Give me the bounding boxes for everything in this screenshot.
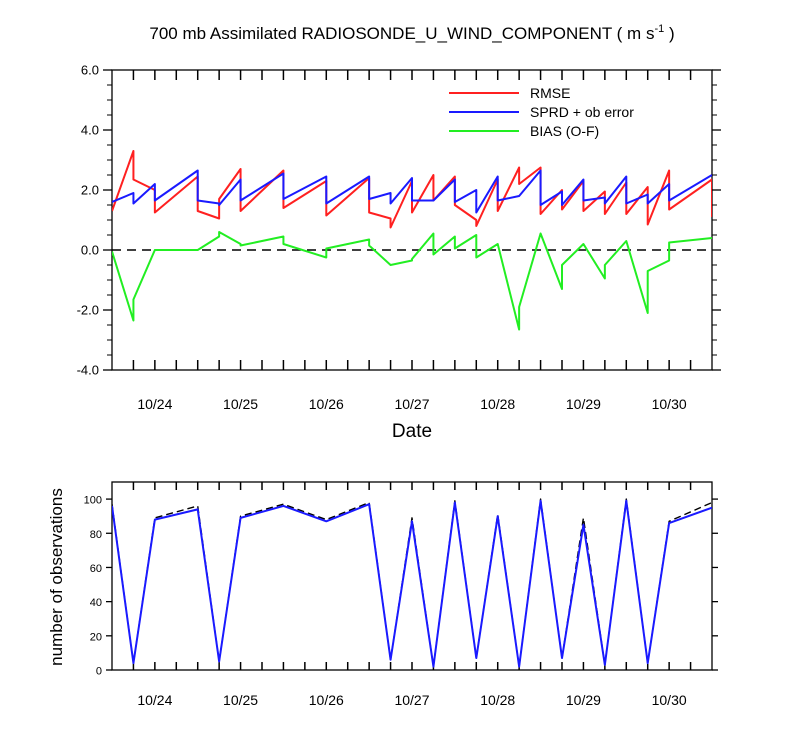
y-tick-label: 20 bbox=[90, 631, 102, 643]
top-axis-tick-labels: 10/24 10/25 10/26 10/27 10/28 10/29 10/30 -4.0 -… bbox=[77, 63, 687, 413]
y-tick-label: 60 bbox=[90, 563, 102, 575]
y-tick-label: 4.0 bbox=[81, 123, 99, 138]
legend: RMSE SPRD + ob error BIAS (O-F) bbox=[449, 85, 634, 139]
x-tick-label: 10/30 bbox=[652, 692, 687, 708]
x-tick-label: 10/24 bbox=[137, 692, 172, 708]
x-tick-label: 10/25 bbox=[223, 692, 258, 708]
y-tick-label: 0.0 bbox=[81, 243, 99, 258]
top-panel: 10/24 10/25 10/26 10/27 10/28 10/29 10/30 -4.0 -… bbox=[77, 63, 721, 442]
x-tick-label: 10/28 bbox=[480, 396, 515, 412]
y-tick-label: -2.0 bbox=[77, 303, 99, 318]
x-tick-label: 10/26 bbox=[309, 396, 344, 412]
bottom-series-group bbox=[112, 498, 712, 668]
x-tick-label: 10/26 bbox=[309, 692, 344, 708]
chart-title-main: 700 mb Assimilated RADIOSONDE_U_WIND_COM… bbox=[149, 24, 654, 43]
y-tick-label: 80 bbox=[90, 529, 102, 541]
y-tick-label: 100 bbox=[84, 495, 102, 507]
x-tick-label: 10/28 bbox=[480, 692, 515, 708]
legend-rmse-label: RMSE bbox=[530, 85, 570, 101]
y-tick-label: 6.0 bbox=[81, 63, 99, 78]
x-tick-label: 10/29 bbox=[566, 396, 601, 412]
bottom-axis-tick-labels: 10/24 10/25 10/26 10/27 10/28 10/29 10/30 0 20 40… bbox=[84, 495, 687, 708]
x-tick-label: 10/25 bbox=[223, 396, 258, 412]
x-axis-label: Date bbox=[392, 421, 432, 442]
y-tick-label: 2.0 bbox=[81, 183, 99, 198]
top-series-group bbox=[112, 150, 712, 331]
y-tick-label: 0 bbox=[96, 666, 102, 678]
chart-title: 700 mb Assimilated RADIOSONDE_U_WIND_COM… bbox=[149, 23, 674, 43]
y-tick-label: -4.0 bbox=[77, 363, 99, 378]
bottom-plot-frame bbox=[111, 481, 713, 671]
legend-sprd-label: SPRD + ob error bbox=[530, 104, 634, 120]
y-axis-label-observations: number of observations bbox=[47, 488, 66, 666]
x-tick-label: 10/30 bbox=[652, 396, 687, 412]
x-tick-label: 10/27 bbox=[394, 396, 429, 412]
top-axis-ticks bbox=[103, 69, 721, 371]
sprd-line bbox=[112, 169, 712, 214]
x-tick-label: 10/29 bbox=[566, 692, 601, 708]
bias-line bbox=[112, 231, 712, 331]
y-tick-label: 40 bbox=[90, 597, 102, 609]
obs-used-line bbox=[112, 499, 712, 668]
chart-title-superscript: -1 bbox=[654, 23, 664, 35]
x-tick-label: 10/24 bbox=[137, 396, 172, 412]
x-tick-label: 10/27 bbox=[394, 692, 429, 708]
bottom-panel: 10/24 10/25 10/26 10/27 10/28 10/29 10/30 0 20 40… bbox=[47, 481, 718, 708]
legend-bias-label: BIAS (O-F) bbox=[530, 123, 599, 139]
chart-title-end: ) bbox=[664, 24, 674, 43]
